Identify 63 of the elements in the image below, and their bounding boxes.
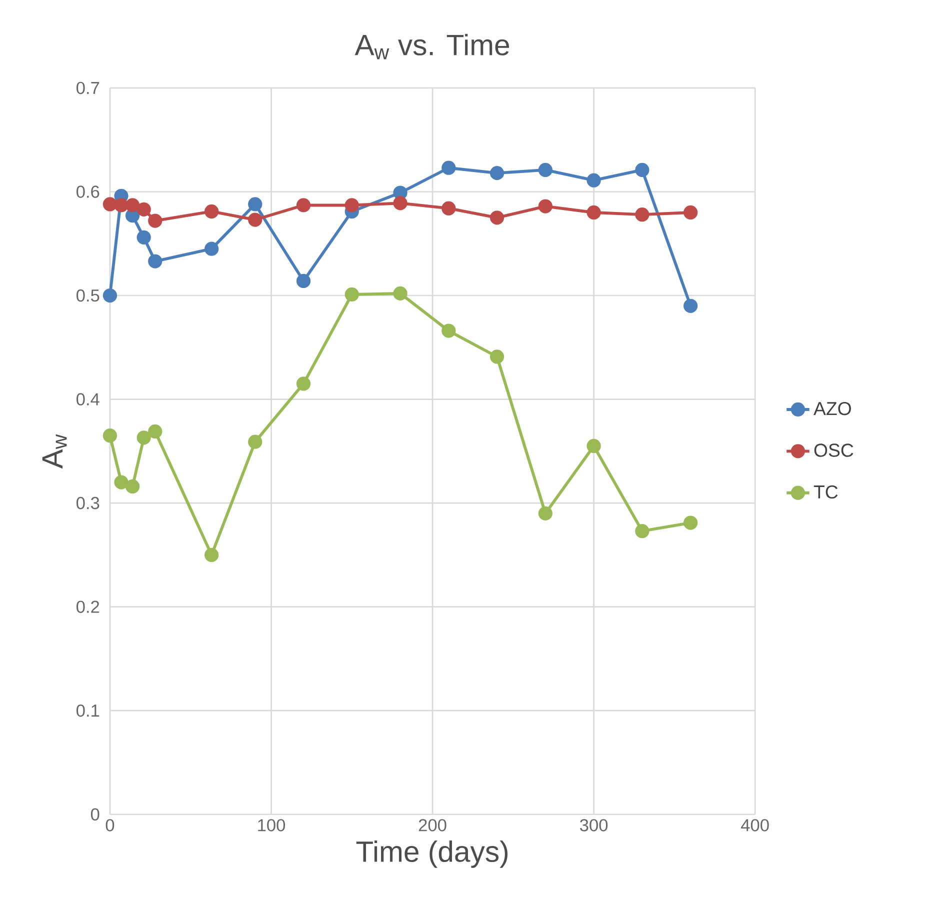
point: [148, 424, 162, 439]
point: [136, 202, 151, 217]
chart-title: A$_{w}$ vs. Time: [354, 34, 510, 60]
point: [490, 350, 504, 364]
point: [490, 210, 504, 225]
point: [344, 198, 359, 212]
y-tick-label: 0.5: [76, 290, 100, 302]
point: [393, 286, 408, 301]
point: [684, 298, 698, 314]
y-tick-label: 0.4: [76, 393, 100, 406]
y-tick-label: 0: [90, 808, 100, 821]
point: [442, 324, 456, 338]
point: [248, 197, 262, 212]
point: [248, 212, 262, 227]
point: [204, 204, 219, 219]
point: [586, 206, 601, 220]
point: [635, 163, 650, 178]
point: [538, 163, 552, 178]
point: [296, 274, 311, 288]
point: [684, 206, 698, 220]
y-tick-label: 0.2: [76, 600, 100, 614]
point: [393, 196, 408, 210]
point: [296, 198, 311, 212]
y-tick-label: 0.7: [76, 82, 100, 94]
point: [248, 434, 262, 450]
point: [442, 201, 456, 216]
point: [136, 230, 151, 245]
point: [102, 428, 118, 443]
x-tick-label: 0: [106, 819, 114, 832]
point: [538, 506, 552, 521]
point: [490, 166, 504, 180]
x-tick-label: 200: [418, 819, 446, 832]
point: [344, 288, 359, 302]
x-tick-label: 100: [258, 819, 286, 832]
y-axis-title: A$_{w}$: [42, 434, 67, 469]
point: [114, 198, 128, 212]
point: [204, 242, 219, 256]
point: [102, 197, 118, 212]
point: [204, 548, 219, 562]
point: [296, 376, 311, 391]
point: [125, 480, 140, 494]
point: [586, 173, 601, 188]
x-tick-label: 300: [580, 819, 608, 832]
point: [635, 524, 650, 538]
y-tick-label: 0.6: [76, 186, 100, 198]
legend-label: AZO: [814, 402, 851, 416]
legend-label: OSC: [814, 444, 854, 458]
point: [136, 430, 151, 445]
point: [125, 198, 140, 212]
y-tick-label: 0.1: [76, 704, 100, 717]
point: [148, 254, 162, 268]
point: [635, 208, 650, 222]
point: [684, 516, 698, 530]
point: [102, 288, 118, 303]
y-tick-label: 0.3: [76, 497, 100, 510]
x-tick-label: 400: [741, 819, 769, 832]
point: [586, 439, 601, 454]
point: [538, 199, 552, 214]
point: [114, 475, 128, 490]
point: [442, 160, 456, 176]
legend-label: TC: [814, 485, 838, 499]
x-axis-title: Time (days): [356, 840, 508, 868]
point: [148, 214, 162, 228]
